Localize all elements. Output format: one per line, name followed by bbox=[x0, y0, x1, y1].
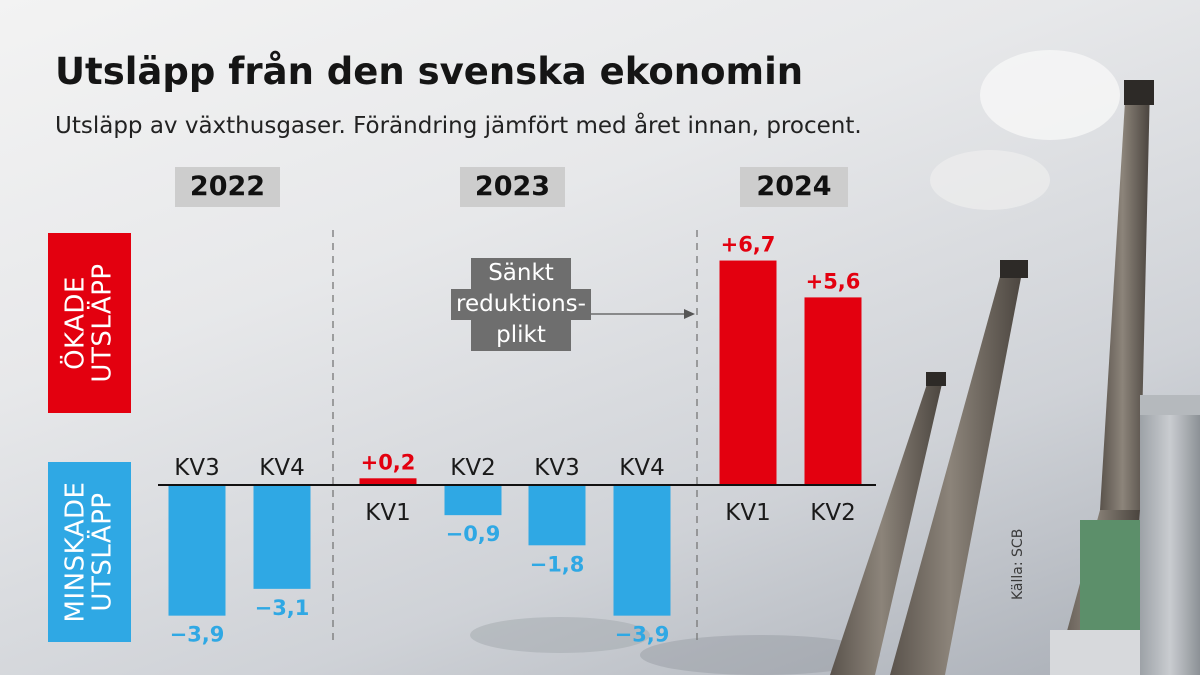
bar-2023-kv2 bbox=[444, 485, 502, 516]
year-label-2022: 2022 bbox=[175, 167, 280, 207]
category-label-2023-kv3: KV3 bbox=[534, 455, 579, 481]
annotation-arrow-head bbox=[684, 309, 695, 319]
annotation-line-3: plikt bbox=[471, 320, 571, 351]
category-label-2023-kv2: KV2 bbox=[450, 455, 495, 481]
page-subtitle: Utsläpp av växthusgaser. Förändring jämf… bbox=[55, 113, 862, 139]
decrease-side-label: MINSKADE UTSLÄPP bbox=[48, 462, 131, 642]
bar-2024-kv1 bbox=[719, 260, 777, 485]
category-label-2023-kv4: KV4 bbox=[619, 455, 664, 481]
category-label-2024-kv1: KV1 bbox=[725, 500, 770, 526]
source-credit: Källa: SCB bbox=[1010, 528, 1026, 600]
increase-side-label: ÖKADE UTSLÄPP bbox=[48, 233, 131, 413]
category-label-2024-kv2: KV2 bbox=[810, 500, 855, 526]
category-label-2022-kv3: KV3 bbox=[174, 455, 219, 481]
bar-2023-kv3 bbox=[528, 485, 586, 546]
value-label-2023-kv4: −3,9 bbox=[615, 623, 670, 647]
bar-2022-kv4 bbox=[253, 485, 311, 589]
value-label-2024-kv2: +5,6 bbox=[806, 269, 861, 293]
value-label-2023-kv2: −0,9 bbox=[446, 522, 501, 546]
category-label-2023-kv1: KV1 bbox=[365, 500, 410, 526]
value-label-2023-kv1: +0,2 bbox=[361, 450, 416, 474]
year-label-2024: 2024 bbox=[740, 167, 848, 207]
value-label-2022-kv4: −3,1 bbox=[255, 596, 310, 620]
value-label-2023-kv3: −1,8 bbox=[530, 552, 585, 576]
annotation-line-1: Sänkt bbox=[471, 258, 571, 289]
bar-2022-kv3 bbox=[168, 485, 226, 616]
category-label-2022-kv4: KV4 bbox=[259, 455, 304, 481]
bar-2023-kv1 bbox=[359, 478, 417, 485]
year-label-2023: 2023 bbox=[460, 167, 565, 207]
annotation-reduction-obligation: Sänkt reduktions- plikt bbox=[451, 258, 591, 351]
value-label-2024-kv1: +6,7 bbox=[721, 233, 776, 257]
bar-2023-kv4 bbox=[613, 485, 671, 616]
annotation-line-2: reduktions- bbox=[451, 289, 591, 320]
bar-2024-kv2 bbox=[804, 297, 862, 485]
page-title: Utsläpp från den svenska ekonomin bbox=[55, 50, 804, 93]
value-label-2022-kv3: −3,9 bbox=[170, 623, 225, 647]
